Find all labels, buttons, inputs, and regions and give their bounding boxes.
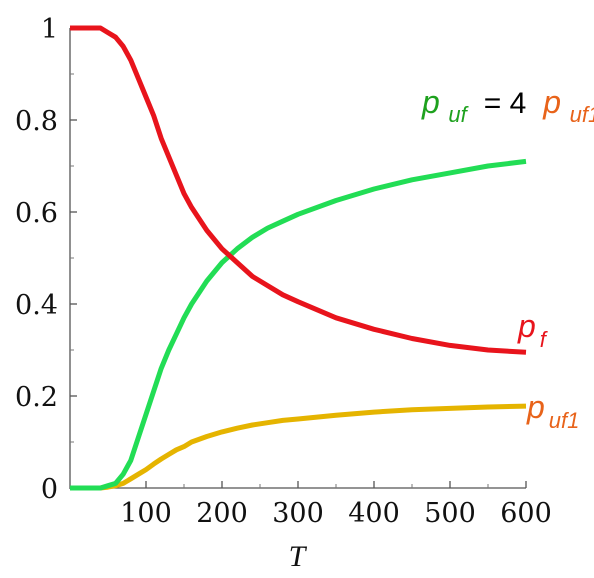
relation-annotation: p uf = 4 p uf1 (421, 84, 594, 129)
series-line-p-f (70, 25, 527, 355)
relation-equals: = 4 (475, 87, 534, 120)
axes (69, 27, 527, 489)
x-tick-label: 100 (120, 498, 172, 529)
puf1-series-label: p uf1 (526, 389, 579, 433)
y-tick-label: 0.4 (15, 290, 58, 321)
x-tick-label: 300 (272, 498, 324, 529)
y-tick-label: 0 (41, 474, 58, 505)
relation-lhs-base: p (421, 84, 440, 120)
series-line-p-uf1 (70, 403, 527, 491)
relation-rhs-base: p (542, 84, 561, 120)
series-line-p-uf (70, 158, 527, 491)
y-tick-label: 0.6 (15, 198, 58, 229)
pf-label-sub: f (540, 327, 549, 352)
x-tick-label: 600 (500, 498, 552, 529)
relation-rhs-sub: uf1 (570, 102, 594, 127)
pf-series-label: p f (517, 308, 549, 352)
y-tick-label: 0.8 (15, 106, 58, 137)
puf1-label-base: p (526, 389, 545, 425)
x-tick-label: 200 (196, 498, 248, 529)
y-tick-label: 1 (41, 14, 58, 45)
x-tick-label: 500 (424, 498, 476, 529)
tick-labels: 0 0.2 0.4 0.6 0.8 1 100 200 300 400 500 600 (15, 14, 552, 529)
relation-lhs-sub: uf (448, 102, 469, 127)
series-layer (70, 25, 527, 491)
puf1-label-sub: uf1 (549, 408, 580, 433)
pf-label-base: p (517, 308, 536, 344)
x-axis-title: T (289, 540, 308, 573)
y-tick-label: 0.2 (15, 382, 58, 413)
x-tick-label: 400 (348, 498, 400, 529)
